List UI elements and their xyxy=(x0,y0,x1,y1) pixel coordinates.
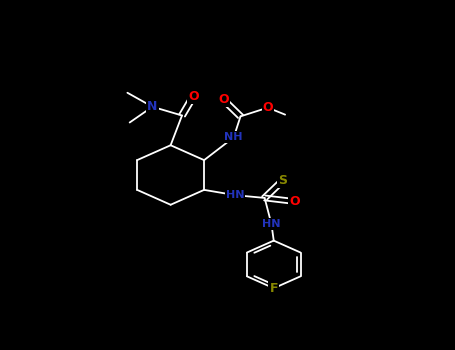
Text: O: O xyxy=(218,93,228,106)
Text: O: O xyxy=(289,195,299,208)
Text: NH: NH xyxy=(224,132,243,142)
Text: HN: HN xyxy=(262,219,281,229)
Text: HN: HN xyxy=(226,190,244,200)
Text: O: O xyxy=(188,90,199,103)
Text: S: S xyxy=(278,174,288,187)
Text: O: O xyxy=(263,101,273,114)
Text: N: N xyxy=(147,100,157,113)
Text: F: F xyxy=(269,282,278,295)
